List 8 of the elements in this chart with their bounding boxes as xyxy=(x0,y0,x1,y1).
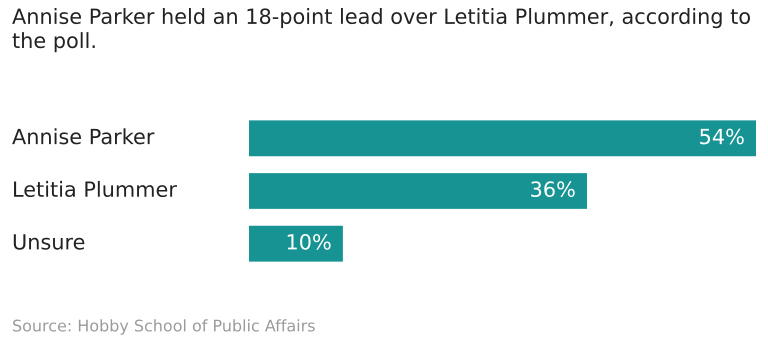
data-label: 54% xyxy=(700,128,744,144)
y-tick-label: Annise Parker xyxy=(12,128,154,144)
y-tick-label: Letitia Plummer xyxy=(14,180,177,198)
source-note: Source: Hobby School of Public Affairs xyxy=(13,319,315,335)
data-label: 36% xyxy=(531,181,575,198)
chart-title: Annise Parker held an 18-point lead over Letitia Plummer, according to the poll. xyxy=(12,8,750,52)
data-label: 10% xyxy=(288,234,331,250)
y-tick-label: Unsure xyxy=(14,234,84,250)
